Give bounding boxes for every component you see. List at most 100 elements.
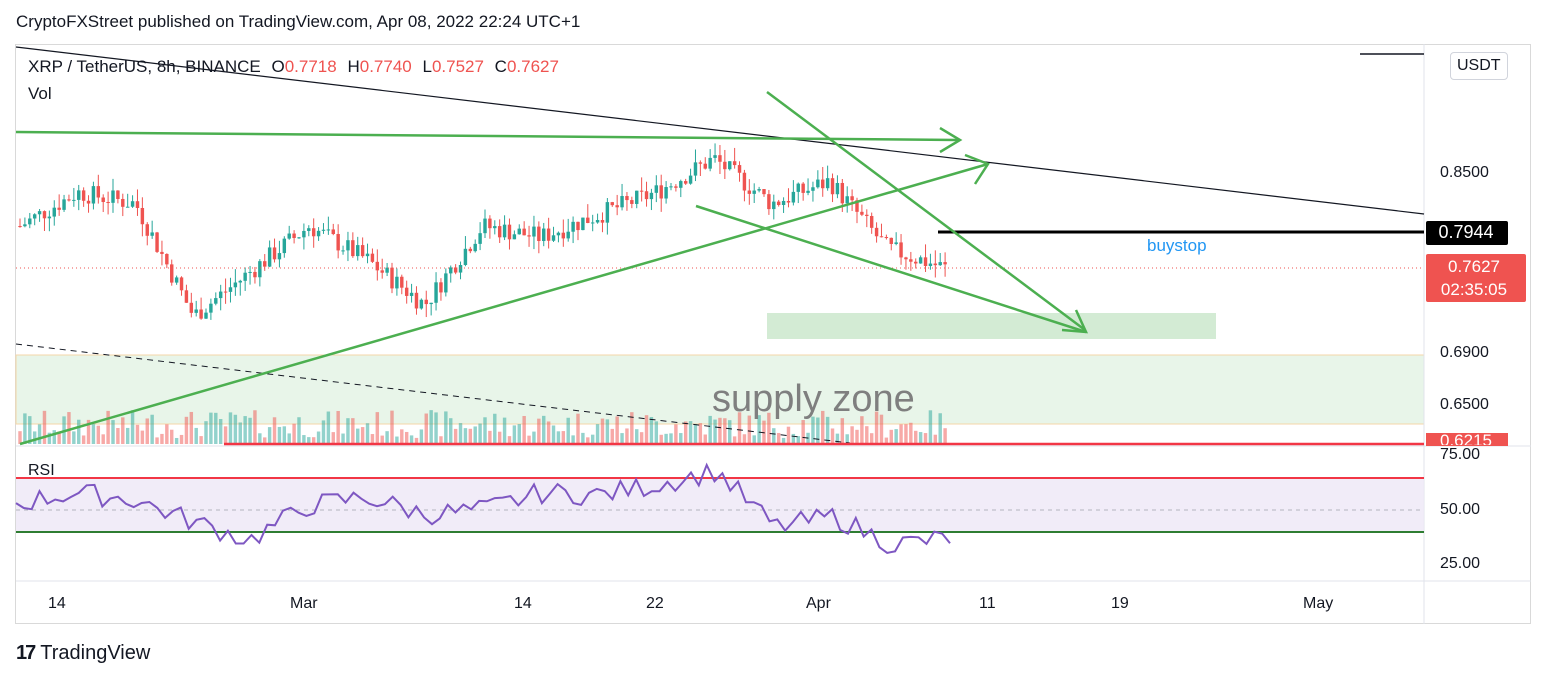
volume-bar <box>253 410 257 444</box>
volume-bar <box>791 433 796 444</box>
volume-bar <box>507 436 512 444</box>
candle-body <box>150 232 154 236</box>
candle-body <box>522 228 526 236</box>
candlesticks <box>18 143 947 320</box>
volume-bar <box>91 424 96 444</box>
candle-body <box>199 309 203 319</box>
candle-body <box>683 181 688 184</box>
candle-body <box>404 287 409 296</box>
candle-body <box>341 250 345 252</box>
volume-bar <box>776 432 781 444</box>
volume-bar <box>28 416 32 444</box>
tradingview-logo-icon: 17 <box>16 642 36 664</box>
candle-body <box>395 276 399 289</box>
candle-body <box>874 227 879 237</box>
candle-body <box>96 186 101 198</box>
candle-body <box>302 230 306 238</box>
close-value: 0.7627 <box>506 57 559 76</box>
volume-bar <box>943 428 947 444</box>
volume-bar <box>395 436 399 444</box>
candle-body <box>884 237 889 239</box>
high-label: H <box>347 57 360 76</box>
candle-body <box>713 155 717 158</box>
volume-bar <box>307 437 311 444</box>
volume-bar <box>209 412 213 444</box>
candle-body <box>444 273 448 293</box>
volume-bar <box>713 419 717 444</box>
volume-bar <box>400 429 404 444</box>
volume-bar <box>904 424 908 444</box>
volume-bar <box>610 428 614 444</box>
candle-body <box>669 186 673 188</box>
volume-bar <box>581 432 585 444</box>
volume-bar <box>86 419 91 444</box>
volume-bar <box>311 437 316 444</box>
volume-bar <box>899 424 903 444</box>
buystop-price-tag: 0.7944 <box>1438 222 1494 242</box>
candle-body <box>869 216 874 228</box>
volume-bar <box>272 417 277 444</box>
candle-body <box>708 157 712 169</box>
candle-body <box>37 211 42 215</box>
candle-body <box>72 199 76 201</box>
price-tick: 0.6900 <box>1440 344 1489 361</box>
volume-bar <box>218 419 223 444</box>
candle-body <box>321 229 326 231</box>
candle-body <box>311 228 316 237</box>
time-tick: Apr <box>806 595 831 612</box>
volume-bar <box>517 424 521 444</box>
volume-bar <box>385 431 389 444</box>
volume-bar <box>170 429 174 444</box>
candle-body <box>605 202 610 223</box>
volume-bar <box>884 437 889 444</box>
volume-bar <box>444 411 448 444</box>
candle-body <box>899 242 903 258</box>
candle-body <box>121 198 125 207</box>
candle-body <box>703 163 707 169</box>
volume-bar <box>551 425 556 444</box>
volume-bar <box>576 413 580 444</box>
candle-body <box>165 253 169 265</box>
symbol-legend[interactable]: XRP / TetherUS, 8h, BINANCE O0.7718 H0.7… <box>28 57 559 77</box>
volume-bar <box>434 412 438 444</box>
volume-bar <box>468 428 473 444</box>
candle-body <box>928 263 933 267</box>
candle-body <box>52 207 56 217</box>
currency-button[interactable]: USDT <box>1450 52 1508 80</box>
candle-body <box>698 162 703 164</box>
volume-bar <box>757 415 761 444</box>
volume-bar <box>537 418 541 444</box>
candle-body <box>625 196 629 201</box>
candle-body <box>796 183 800 192</box>
volume-bar <box>375 412 380 444</box>
tradingview-logo[interactable]: 17 TradingView <box>16 642 150 665</box>
price-tick: 0.8500 <box>1440 164 1489 181</box>
candle-body <box>737 165 742 173</box>
volume-bar <box>683 421 688 444</box>
volume-bar <box>698 423 703 444</box>
volume-bar <box>42 410 47 444</box>
volume-bar <box>556 431 561 444</box>
candle-body <box>581 217 585 231</box>
rsi-tick: 25.00 <box>1440 555 1481 572</box>
candle-body <box>23 224 27 227</box>
volume-bar <box>238 422 242 444</box>
candle-body <box>360 245 365 257</box>
publish-info: CryptoFXStreet published on TradingView.… <box>16 12 581 31</box>
volume-bar <box>282 426 287 444</box>
candle-body <box>654 185 659 193</box>
volume-bar <box>723 418 727 444</box>
volume-bar <box>914 430 918 444</box>
candle-body <box>424 299 428 305</box>
volume-bar <box>767 412 771 444</box>
volume-bar <box>174 437 179 444</box>
candle-body <box>463 248 468 266</box>
candle-body <box>209 303 213 313</box>
volume-bar <box>199 436 203 444</box>
candle-body <box>914 261 918 264</box>
candle-body <box>32 214 37 219</box>
volume-bar <box>659 434 663 444</box>
candle-body <box>595 220 600 223</box>
candle-body <box>174 277 179 283</box>
